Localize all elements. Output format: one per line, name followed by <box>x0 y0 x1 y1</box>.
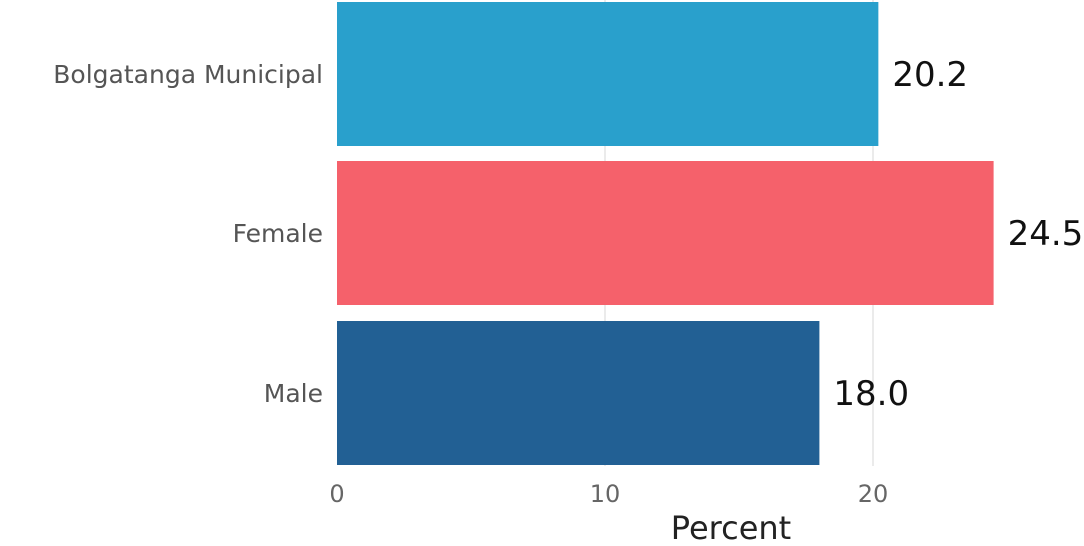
category-label: Bolgatanga Municipal <box>53 60 323 89</box>
bar-female <box>337 161 994 305</box>
value-labels: 20.2 24.5 18.0 <box>833 55 1083 414</box>
category-labels: Bolgatanga Municipal Female Male <box>53 60 323 408</box>
value-label: 18.0 <box>833 374 909 414</box>
bars <box>337 2 994 465</box>
bar-male <box>337 321 820 465</box>
value-label: 20.2 <box>892 55 968 95</box>
x-tick-label: 20 <box>858 480 889 508</box>
category-label: Female <box>233 219 323 248</box>
x-tick-label: 0 <box>329 480 344 508</box>
value-label: 24.5 <box>1008 214 1084 254</box>
bar-bolgatanga-municipal <box>337 2 879 146</box>
x-tick-labels: 0 10 20 <box>329 480 888 508</box>
x-tick-label: 10 <box>590 480 621 508</box>
x-axis-title: Percent <box>671 509 791 546</box>
category-label: Male <box>264 379 323 408</box>
